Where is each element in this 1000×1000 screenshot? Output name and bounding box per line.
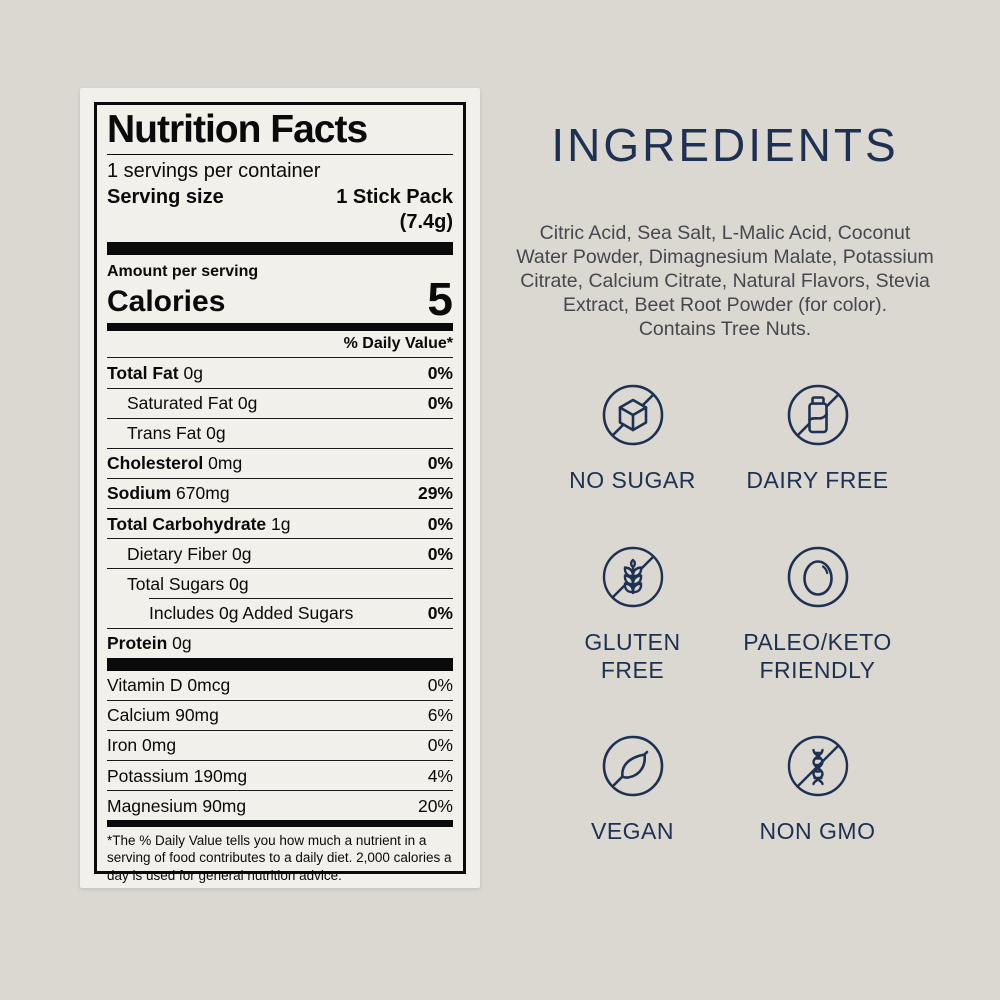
serving-size-value: 1 Stick Pack [336, 185, 453, 208]
title-divider [107, 153, 453, 155]
badge-label: PALEO/KETO FRIENDLY [743, 629, 892, 683]
vegan-icon [601, 734, 665, 798]
non-gmo-icon [786, 734, 850, 798]
dairy-free-icon [786, 383, 850, 447]
table-row: Sodium 670mg 29% [107, 477, 453, 508]
calories-row: Calories 5 [107, 272, 453, 325]
daily-value-footnote: *The % Daily Value tells you how much a … [107, 833, 452, 883]
badge-gluten-free: GLUTEN FREE [540, 545, 725, 684]
table-row: Total Fat 0g 0% [107, 357, 453, 387]
section-bar [107, 323, 453, 332]
gluten-free-icon [601, 545, 665, 609]
nutrition-facts-box: Nutrition Facts 1 servings per container… [94, 102, 466, 883]
badge-paleo-keto: PALEO/KETO FRIENDLY [725, 545, 910, 684]
section-bar [107, 657, 453, 671]
ingredients-heading: INGREDIENTS [551, 119, 899, 171]
table-row: Potassium 190mg 4% [107, 760, 453, 790]
badge-label: NON GMO [759, 818, 876, 845]
table-row: Protein 0g [107, 627, 453, 658]
no-sugar-icon [601, 383, 665, 447]
table-row: Vitamin D 0mcg 0% [107, 675, 453, 696]
table-row: Iron 0mg 0% [107, 729, 453, 760]
badge-dairy-free: DAIRY FREE [725, 383, 910, 495]
amount-per-serving: Amount per serving [107, 262, 259, 280]
ingredients-text: Citric Acid, Sea Salt, L-Malic Acid, Coc… [516, 221, 934, 341]
dietary-badges-grid: NO SUGAR DAIRY FREE [505, 383, 945, 845]
table-row: Dietary Fiber 0g 0% [107, 538, 453, 568]
daily-value-header: % Daily Value* [343, 335, 453, 353]
section-bar [107, 820, 453, 828]
badge-non-gmo: NON GMO [725, 734, 910, 846]
serving-size-weight: (7.4g) [399, 210, 453, 233]
table-row: Total Carbohydrate 1g 0% [107, 508, 453, 538]
table-row: Calcium 90mg 6% [107, 699, 453, 730]
section-bar [107, 241, 453, 255]
badge-label: GLUTEN FREE [584, 629, 681, 683]
paleo-keto-icon [786, 545, 850, 609]
table-row: Total Sugars 0g [107, 568, 453, 598]
serving-size-label: Serving size [107, 185, 224, 208]
servings-per-container: 1 servings per container [107, 159, 321, 182]
badge-vegan: VEGAN [540, 734, 725, 846]
table-row: Trans Fat 0g [107, 417, 453, 448]
table-row: Saturated Fat 0g 0% [107, 387, 453, 418]
badge-label: DAIRY FREE [746, 467, 889, 494]
calories-value: 5 [427, 272, 453, 325]
badge-label: VEGAN [590, 818, 675, 845]
table-row: Includes 0g Added Sugars 0% [107, 598, 453, 627]
nutrition-facts-title: Nutrition Facts [107, 108, 368, 151]
badge-no-sugar: NO SUGAR [540, 383, 725, 495]
serving-size-row: Serving size 1 Stick Pack [107, 186, 453, 209]
ingredients-section: INGREDIENTS Citric Acid, Sea Salt, L-Mal… [505, 120, 945, 846]
table-row: Cholesterol 0mg 0% [107, 447, 453, 478]
badge-label: NO SUGAR [569, 467, 696, 494]
nutrition-facts-panel: Nutrition Facts 1 servings per container… [80, 88, 480, 888]
table-row: Magnesium 90mg 20% [107, 790, 453, 820]
calories-label: Calories [107, 284, 226, 318]
